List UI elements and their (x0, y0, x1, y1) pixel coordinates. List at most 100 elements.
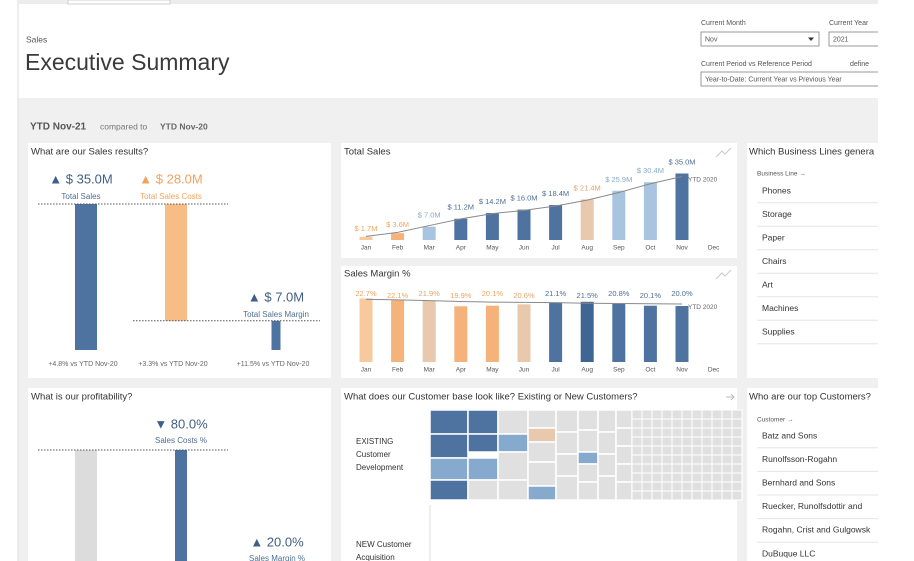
bar (485, 305, 499, 362)
treemap-tile (641, 472, 653, 483)
treemap-tile (527, 441, 557, 463)
treemap-tile (555, 409, 579, 433)
treemap-tile (731, 472, 743, 483)
treemap-tile (671, 490, 683, 501)
month-dropdown[interactable] (700, 31, 820, 47)
month-label: Jun (519, 245, 530, 252)
value-label: 20.1% (640, 291, 662, 300)
treemap-tile (661, 463, 673, 474)
treemap-tile (691, 436, 703, 447)
reference-line (365, 298, 683, 305)
list-item: Batz and Sons (762, 430, 817, 440)
treemap-tile (711, 472, 723, 483)
month-label: Aug (581, 245, 593, 252)
bar (391, 300, 405, 362)
bar (454, 218, 468, 240)
treemap-tile (641, 445, 653, 456)
treemap-tile (641, 481, 653, 492)
month-label: Jun (519, 367, 530, 374)
reference-line (365, 176, 683, 237)
treemap-tile (691, 481, 703, 492)
panel-title: Which Business Lines genera (749, 147, 875, 158)
treemap-tile (691, 445, 703, 456)
list-item: Phones (762, 185, 791, 195)
month-label: Jan (361, 367, 372, 374)
treemap-tile (731, 481, 743, 492)
list-item: Ruecker, Runolfsdottir and (762, 501, 862, 511)
treemap-tile (651, 481, 663, 492)
treemap-tile (691, 463, 703, 474)
bar (612, 303, 626, 362)
comparison: +3.3% vs YTD Nov-20 (138, 361, 207, 368)
treemap-tile (701, 481, 713, 492)
treemap-tile (681, 427, 693, 438)
treemap-tile (467, 433, 499, 453)
filter-label: Current Year (829, 20, 869, 27)
month-label: Apr (456, 367, 467, 374)
treemap-tile (577, 451, 599, 465)
treemap-tile (615, 481, 633, 501)
filter-label: Current Month (701, 20, 746, 27)
treemap-tile (651, 490, 663, 501)
value-label: 20.0% (671, 289, 693, 298)
panel-title: Total Sales (344, 147, 391, 158)
active-tab[interactable] (67, 0, 171, 5)
treemap-tile (731, 427, 743, 438)
treemap-tile (597, 475, 617, 501)
list-item: Runolfsson-Rogahn (762, 454, 837, 464)
treemap-tile (701, 454, 713, 465)
treemap-tile (527, 427, 557, 443)
panel-title: What are our Sales results? (31, 147, 148, 158)
trend-icon[interactable] (715, 147, 732, 158)
value-label: $ 3.6M (386, 220, 409, 229)
treemap-tile (661, 490, 673, 501)
kpi-label: Total Sales Costs (140, 192, 202, 201)
treemap-tile (681, 472, 693, 483)
treemap-tile (641, 463, 653, 474)
treemap-tile (651, 427, 663, 438)
treemap-tile (701, 472, 713, 483)
treemap-tile (651, 472, 663, 483)
treemap-tile (555, 475, 579, 501)
treemap-tile (721, 436, 733, 447)
panel-title: Sales Margin % (344, 269, 411, 280)
treemap-tile (641, 427, 653, 438)
month-label: Sep (613, 367, 625, 374)
arrow-icon[interactable] (726, 393, 735, 401)
treemap-tile (721, 481, 733, 492)
treemap-tile (691, 409, 703, 420)
value-label: 21.1% (545, 289, 567, 298)
kpi-value: ▲ 20.0% (250, 534, 304, 549)
treemap-tile (577, 463, 599, 483)
treemap-tile (641, 409, 653, 420)
treemap-tile (631, 490, 643, 501)
treemap-tile (661, 481, 673, 492)
treemap-tile (721, 418, 733, 429)
treemap-tile (671, 481, 683, 492)
bar (580, 199, 594, 240)
value-label: $ 16.0M (510, 194, 537, 203)
bar (485, 213, 499, 240)
bar (517, 209, 531, 240)
value-label: 22.1% (387, 291, 409, 300)
treemap-tile (597, 453, 617, 477)
segment-label: NEW Customer (356, 540, 412, 549)
month-label: Oct (645, 245, 655, 252)
treemap-tile (681, 418, 693, 429)
trend-icon[interactable] (715, 269, 732, 280)
treemap-tile (721, 472, 733, 483)
dropdown-arrow (808, 37, 814, 41)
panel (341, 143, 737, 258)
month-label: Feb (392, 367, 404, 374)
treemap-tile (641, 418, 653, 429)
treemap-tile (651, 463, 663, 474)
treemap-tile (577, 429, 599, 453)
treemap-tile (681, 436, 693, 447)
kpi-label: Total Sales (61, 192, 100, 201)
filter-value: 2021 (833, 36, 849, 43)
treemap-tile (691, 472, 703, 483)
bar (549, 205, 563, 240)
treemap-tile (641, 454, 653, 465)
